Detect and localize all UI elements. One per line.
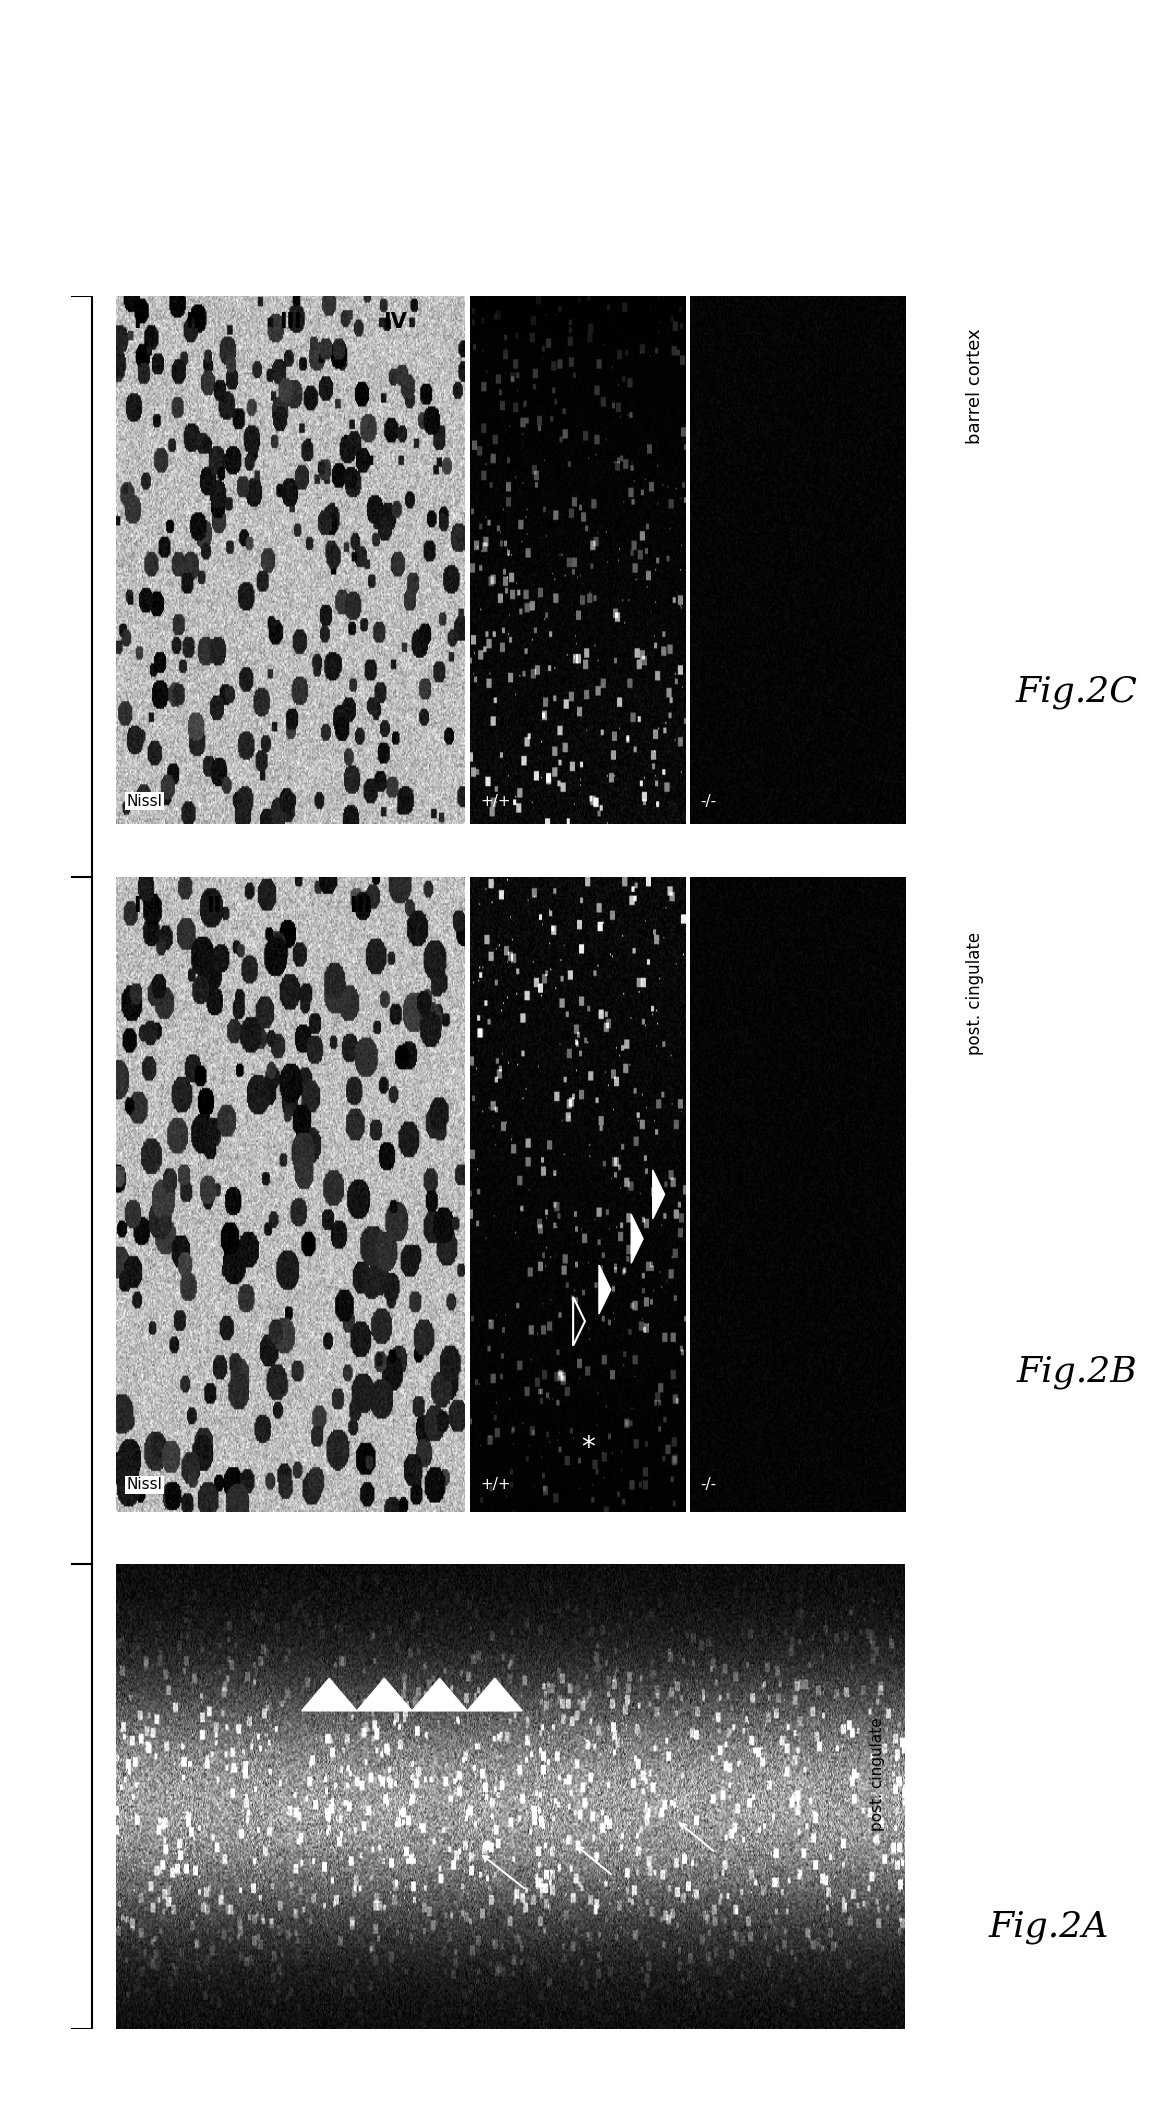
Text: *: * <box>582 1433 595 1463</box>
Text: II: II <box>206 896 222 915</box>
Text: barrel cortex: barrel cortex <box>965 328 984 444</box>
Text: +/+: +/+ <box>480 1478 512 1492</box>
Text: I: I <box>134 313 141 332</box>
Text: +/+: +/+ <box>480 793 512 810</box>
Text: I: I <box>134 896 141 915</box>
Text: Nissl: Nissl <box>127 793 163 810</box>
Polygon shape <box>599 1264 611 1315</box>
Polygon shape <box>652 1169 664 1220</box>
Text: II: II <box>185 313 201 332</box>
Polygon shape <box>632 1213 643 1264</box>
Text: Fig.2B: Fig.2B <box>1016 1355 1137 1389</box>
Text: -/-: -/- <box>700 793 716 810</box>
Text: -/-: -/- <box>700 1478 716 1492</box>
Text: IV: IV <box>384 313 407 332</box>
Text: Nissl: Nissl <box>127 1478 163 1492</box>
Polygon shape <box>301 1679 357 1710</box>
Polygon shape <box>468 1679 522 1710</box>
Text: Fig.2A: Fig.2A <box>989 1911 1110 1945</box>
Text: III: III <box>279 313 302 332</box>
Text: post. cingulate: post. cingulate <box>870 1717 885 1831</box>
Text: III: III <box>349 896 372 915</box>
Polygon shape <box>357 1679 412 1710</box>
Text: post. cingulate: post. cingulate <box>965 932 984 1055</box>
Polygon shape <box>412 1679 468 1710</box>
Text: Fig.2C: Fig.2C <box>1016 674 1137 710</box>
